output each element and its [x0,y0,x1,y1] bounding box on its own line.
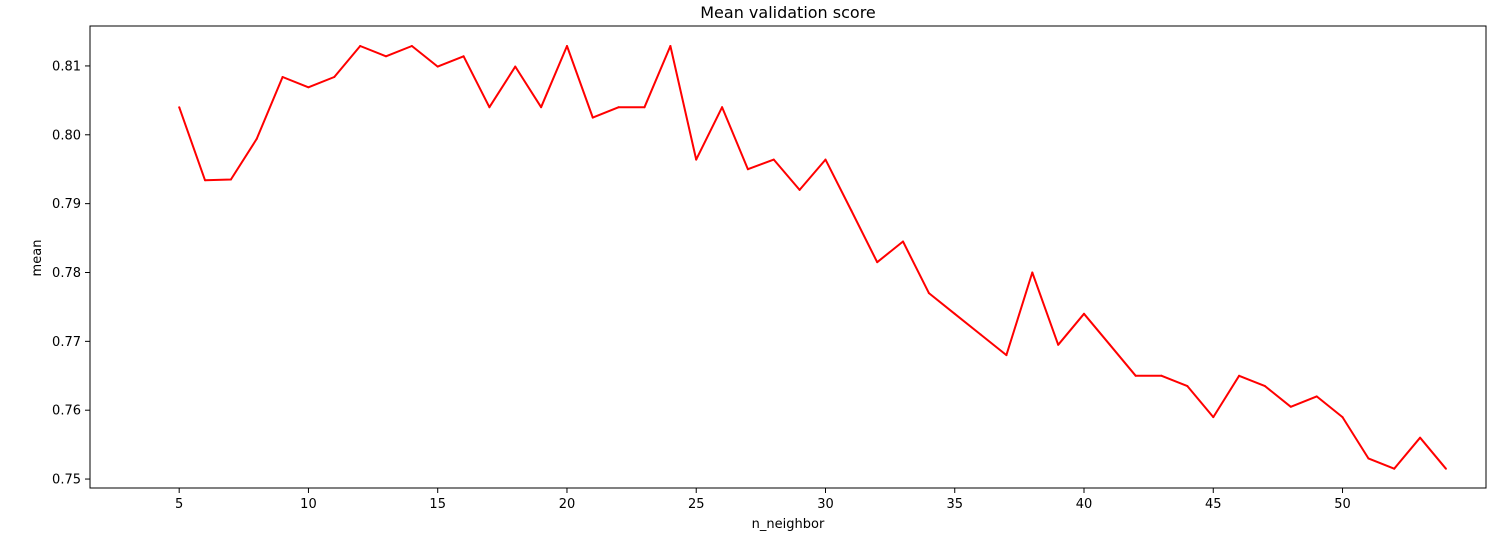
data-point [824,158,827,161]
data-point [1108,343,1111,346]
y-tick-label: 0.76 [52,404,81,419]
data-point [927,292,930,295]
y-tick-label: 0.78 [52,266,81,281]
y-axis-label: mean [30,240,45,277]
y-tick-label: 0.81 [52,59,81,74]
chart-title: Mean validation score [700,3,876,22]
x-tick-label: 30 [817,497,834,512]
data-point [436,65,439,68]
data-point [1238,374,1241,377]
data-point [1057,343,1060,346]
data-point [772,158,775,161]
data-point [1212,416,1215,419]
data-point [1289,405,1292,408]
data-point [669,44,672,47]
data-point [281,75,284,78]
data-point [798,188,801,191]
x-tick-label: 45 [1205,497,1222,512]
x-tick-label: 20 [559,497,576,512]
data-point [229,178,232,181]
y-tick-label: 0.75 [52,473,81,488]
y-tick-label: 0.79 [52,197,81,212]
data-point [1186,385,1189,388]
x-axis-ticks: 5 10 15 20 25 30 35 40 45 50 [175,488,1351,512]
x-tick-label: 35 [946,497,963,512]
y-tick-label: 0.80 [52,128,81,143]
data-point [540,106,543,109]
data-point [410,44,413,47]
data-point [617,106,620,109]
data-point [979,333,982,336]
data-point [1315,395,1318,398]
x-tick-label: 10 [300,497,317,512]
data-point [695,158,698,161]
data-point [1393,467,1396,470]
data-point [953,312,956,315]
data-point [1083,312,1086,315]
x-tick-label: 5 [175,497,183,512]
data-point [1031,271,1034,274]
data-point [902,240,905,243]
plot-frame [89,25,1487,489]
data-point [462,55,465,58]
data-point [204,179,207,182]
data-point [255,137,258,140]
data-point [721,106,724,109]
x-axis-label: n_neighbor [752,517,825,532]
data-point [1160,374,1163,377]
data-point [385,55,388,58]
data-point [565,44,568,47]
x-tick-label: 50 [1334,497,1351,512]
series-line [178,45,1447,470]
data-point [850,209,853,212]
data-point [1005,354,1008,357]
data-point [643,106,646,109]
x-tick-label: 25 [688,497,705,512]
data-point [1263,385,1266,388]
data-point [178,106,181,109]
x-tick-label: 15 [429,497,446,512]
data-point [1419,436,1422,439]
data-point [1367,457,1370,460]
data-point [307,86,310,89]
data-point [1341,416,1344,419]
data-point [1444,467,1447,470]
data-point [359,44,362,47]
data-points [178,44,1447,470]
data-point [514,65,517,68]
y-axis-ticks: 0.75 0.76 0.77 0.78 0.79 0.80 0.81 [52,59,90,488]
data-point [876,261,879,264]
data-point [488,106,491,109]
data-point [591,116,594,119]
data-point [333,75,336,78]
y-tick-label: 0.77 [52,335,81,350]
data-point [1134,374,1137,377]
data-point [746,168,749,171]
x-tick-label: 40 [1076,497,1093,512]
